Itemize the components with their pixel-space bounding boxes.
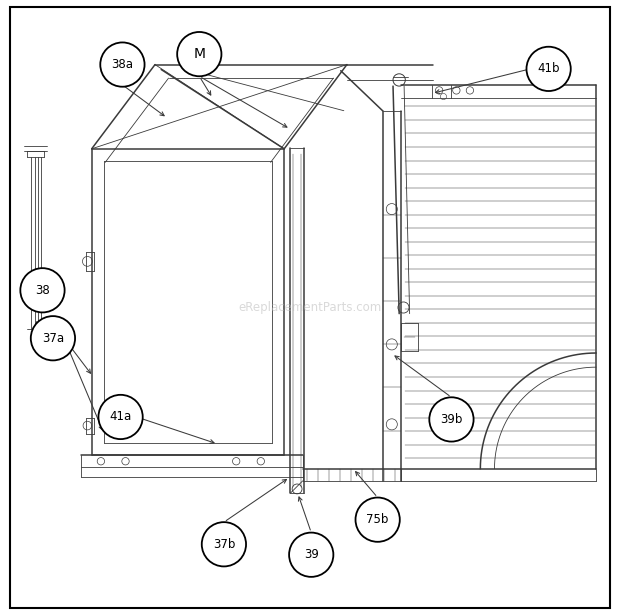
Text: 39b: 39b — [440, 413, 463, 426]
Circle shape — [99, 395, 143, 439]
Circle shape — [31, 316, 75, 360]
Text: 75b: 75b — [366, 513, 389, 526]
Text: 37a: 37a — [42, 331, 64, 345]
Text: 38: 38 — [35, 284, 50, 297]
Circle shape — [177, 32, 221, 76]
Circle shape — [20, 268, 64, 312]
Text: 39: 39 — [304, 548, 319, 561]
Text: ×: × — [30, 331, 36, 337]
Text: 38a: 38a — [112, 58, 133, 71]
Text: 41b: 41b — [538, 62, 560, 76]
Circle shape — [100, 42, 144, 87]
Text: 41a: 41a — [110, 410, 131, 424]
Text: 37b: 37b — [213, 538, 235, 551]
Circle shape — [355, 498, 400, 542]
Text: M: M — [193, 47, 205, 61]
Circle shape — [526, 47, 571, 91]
Circle shape — [202, 522, 246, 566]
Circle shape — [289, 533, 334, 577]
Circle shape — [429, 397, 474, 442]
Text: eReplacementParts.com: eReplacementParts.com — [238, 301, 382, 314]
